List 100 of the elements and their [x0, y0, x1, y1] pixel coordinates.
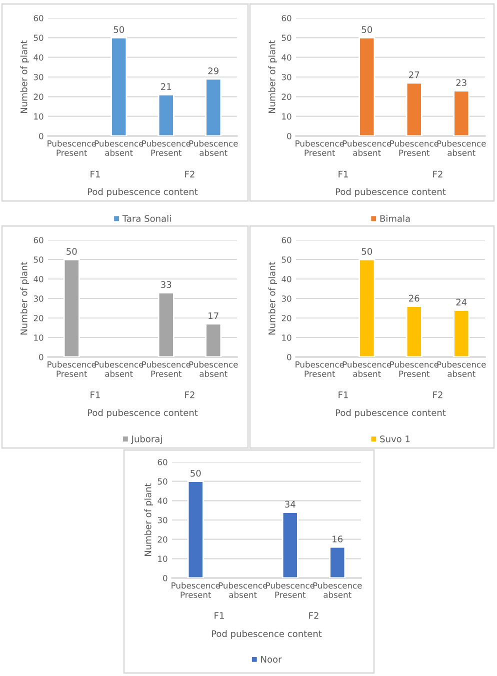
- legend-label: Juboraj: [130, 435, 162, 444]
- text: F1: [338, 392, 348, 398]
- x-tick-label: Pubescence Present: [390, 361, 438, 377]
- x-tick-label: Pubescence Present: [48, 140, 96, 156]
- y-tick-label: 50: [34, 256, 44, 263]
- data-label: 50: [362, 248, 372, 255]
- x-tick-label: Pubescence Present: [142, 361, 190, 377]
- bar: [110, 36, 128, 136]
- y-tick-label: 30: [282, 74, 292, 80]
- text: F2: [433, 391, 442, 398]
- bar: [358, 36, 376, 136]
- bar: [205, 323, 222, 357]
- bar: [406, 82, 422, 136]
- data-label: 27: [409, 71, 420, 78]
- y-tick-label: 0: [287, 354, 292, 360]
- text: F2: [433, 170, 442, 178]
- y-tick-label: 30: [158, 516, 168, 524]
- bar: [329, 546, 346, 578]
- text: F2: [309, 612, 318, 619]
- data-label: 50: [362, 26, 372, 33]
- y-tick-label: 10: [282, 113, 292, 120]
- x-tick-label: Pubescence absent: [342, 140, 392, 156]
- y-tick-label: 20: [158, 536, 168, 543]
- y-tick-label: 40: [34, 276, 44, 282]
- x-tick-label: Pubescence absent: [437, 361, 486, 377]
- y-tick-label: 60: [282, 14, 292, 22]
- x-axis-title: Pod pubescence content: [336, 188, 446, 197]
- x-tick-label: Pubescence absent: [189, 140, 238, 156]
- y-tick-label: 30: [34, 295, 44, 302]
- y-tick-label: 20: [34, 94, 44, 100]
- y-tick-label: 40: [158, 498, 168, 504]
- y-tick-label: 0: [39, 354, 44, 360]
- y-tick-label: 10: [282, 334, 292, 341]
- y-axis-title: Number of plant: [268, 262, 278, 334]
- y-tick-label: 0: [39, 132, 44, 140]
- y-tick-label: 60: [34, 236, 44, 244]
- x-tick-label: Pubescence Present: [296, 361, 344, 377]
- legend-label: Suvo 1: [380, 435, 410, 442]
- x-axis-title: Pod pubescence content: [212, 630, 322, 639]
- data-label: 17: [208, 312, 218, 320]
- x-tick-label: Pubescence absent: [342, 361, 392, 377]
- data-label: 34: [285, 500, 296, 508]
- text: F1: [90, 392, 100, 398]
- x-tick-label: Pubescence Present: [390, 140, 438, 156]
- x-tick-label: Pubescence Present: [266, 582, 314, 598]
- y-axis-title: Number of plant: [268, 40, 278, 113]
- x-tick-label: Pubescence Present: [296, 140, 344, 156]
- x-tick-label: Pubescence absent: [94, 361, 144, 377]
- bar: [158, 94, 174, 136]
- y-tick-label: 20: [282, 314, 292, 322]
- bar: [282, 512, 298, 578]
- text: F2: [185, 391, 194, 398]
- text: F1: [338, 170, 348, 178]
- y-tick-label: 30: [34, 74, 44, 80]
- x-tick-label: Pubescence Present: [142, 140, 190, 156]
- y-axis-title: Number of plant: [20, 40, 30, 113]
- text: F2: [185, 170, 194, 178]
- y-tick-label: 40: [34, 54, 44, 61]
- data-label: 16: [332, 536, 343, 542]
- x-tick-label: Pubescence absent: [189, 361, 238, 377]
- data-label: 24: [456, 298, 467, 306]
- x-tick-label: Pubescence absent: [437, 140, 486, 156]
- x-axis-title: Pod pubescence content: [88, 409, 198, 418]
- text: F1: [214, 612, 224, 619]
- data-label: 50: [66, 248, 77, 255]
- data-label: 33: [161, 281, 172, 288]
- y-tick-label: 40: [282, 276, 292, 282]
- y-tick-label: 10: [158, 556, 168, 562]
- y-tick-label: 10: [34, 113, 44, 120]
- bar: [406, 306, 422, 357]
- data-label: 50: [114, 26, 124, 33]
- y-tick-label: 20: [282, 94, 292, 100]
- y-axis-title: Number of plant: [20, 262, 30, 334]
- bar: [187, 480, 204, 578]
- y-tick-label: 60: [158, 458, 168, 466]
- legend-label: Tara Sonali: [122, 214, 171, 222]
- data-label: 29: [208, 67, 218, 74]
- data-label: 23: [456, 79, 466, 86]
- data-label: 21: [161, 83, 172, 90]
- y-tick-label: 50: [158, 478, 168, 485]
- y-tick-label: 50: [34, 34, 44, 41]
- x-axis-title: Pod pubescence content: [336, 409, 446, 418]
- y-tick-label: 60: [34, 14, 44, 22]
- x-axis-title: Pod pubescence content: [88, 188, 198, 197]
- bar: [63, 258, 80, 357]
- y-tick-label: 0: [163, 574, 168, 582]
- bar: [158, 292, 174, 357]
- legend-label: Noor: [261, 656, 282, 663]
- y-tick-label: 40: [282, 54, 292, 61]
- bar: [205, 78, 222, 136]
- y-tick-label: 30: [282, 295, 292, 302]
- data-label: 50: [190, 470, 201, 477]
- y-axis-title: Number of plant: [144, 483, 154, 556]
- legend-label: Bimala: [380, 214, 410, 222]
- x-tick-label: Pubescence absent: [218, 582, 268, 598]
- y-tick-label: 60: [282, 236, 292, 244]
- bar: [453, 90, 470, 136]
- x-tick-label: Pubescence absent: [313, 582, 362, 598]
- y-tick-label: 10: [34, 334, 44, 341]
- text: F1: [90, 170, 100, 178]
